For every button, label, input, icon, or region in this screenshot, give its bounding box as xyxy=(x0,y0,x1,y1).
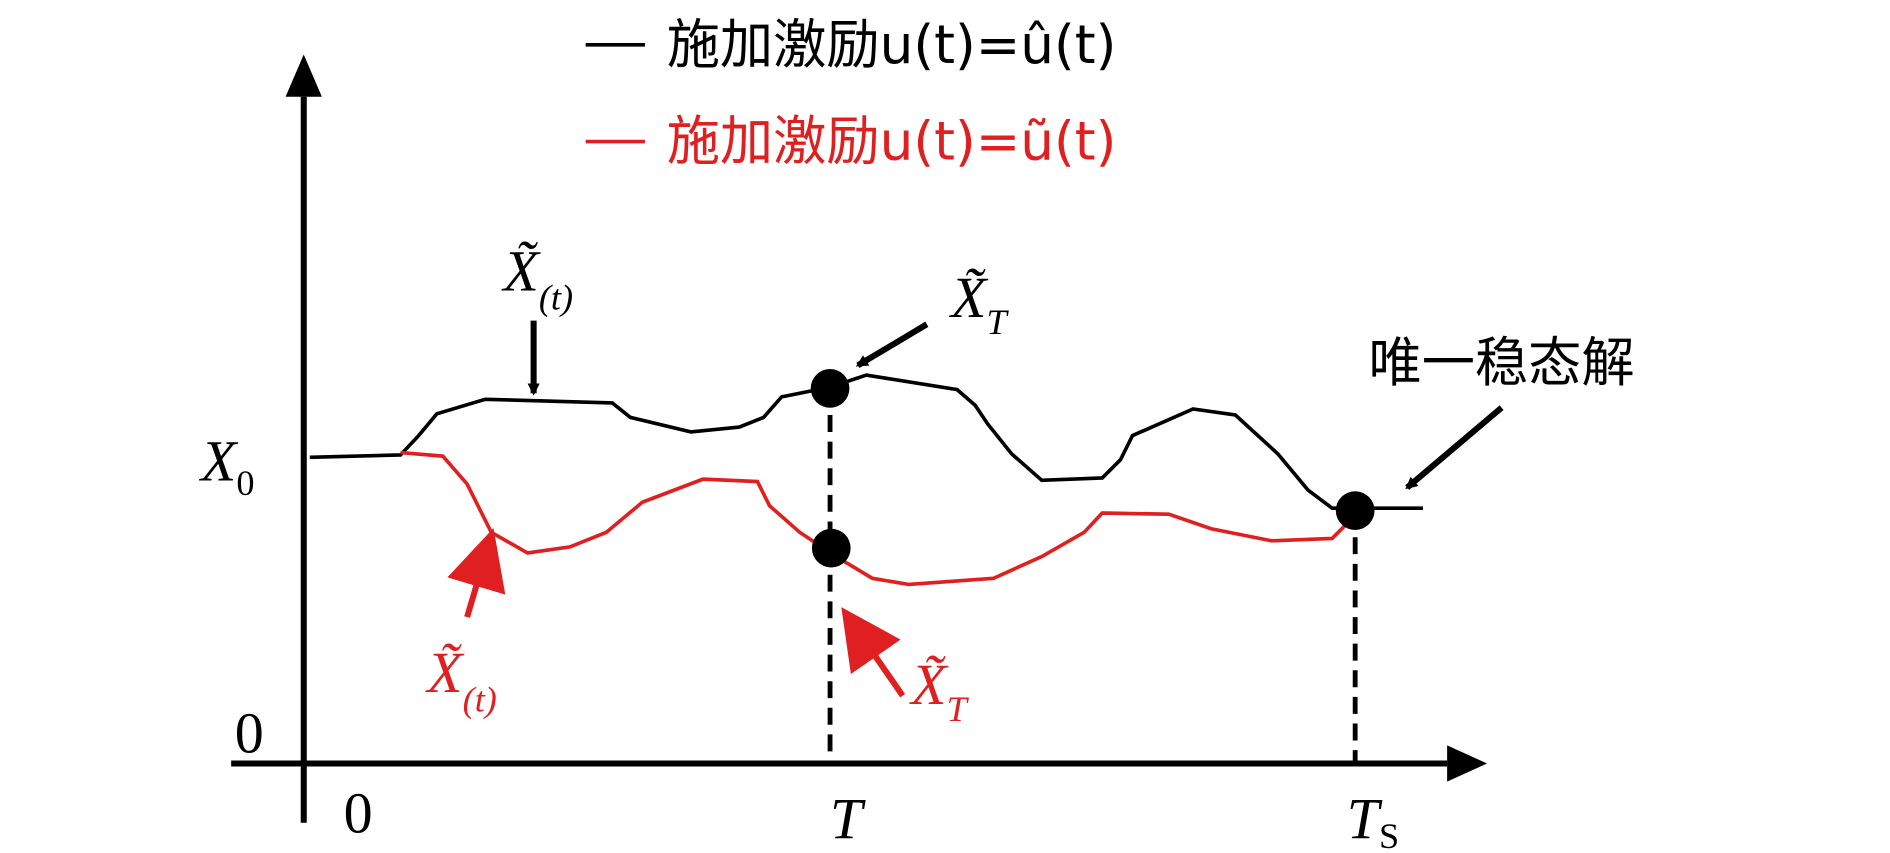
annotation-base: X̃ xyxy=(501,238,541,303)
annotation-sub: T xyxy=(947,689,970,729)
arrow xyxy=(855,321,929,368)
black-curve xyxy=(309,373,1423,510)
annotation: X̃(t) xyxy=(425,640,497,719)
legend-label: 施加激励u(t)=ũ(t) xyxy=(667,111,1117,173)
arrow xyxy=(1405,405,1504,490)
x-origin: 0 xyxy=(344,780,373,845)
x-mark: TS xyxy=(1347,786,1399,853)
x-mark-base: T xyxy=(1347,786,1383,851)
annotation: 唯一稳态解 xyxy=(1368,332,1634,394)
x-mark-sub: S xyxy=(1379,816,1399,853)
annotation-base: X̃ xyxy=(949,265,989,330)
y-label-sub: 0 xyxy=(236,463,254,503)
y-origin: 0 xyxy=(235,701,264,766)
arrow xyxy=(447,528,506,618)
point xyxy=(811,528,851,568)
annotation: X̃T xyxy=(949,265,1009,342)
red-curve xyxy=(400,450,1358,587)
annotation-base: X̃ xyxy=(909,652,949,717)
x-mark: T xyxy=(830,786,866,851)
y-label: X0 xyxy=(199,428,255,503)
legend-label: 施加激励u(t)=û(t) xyxy=(667,14,1117,76)
annotation-base: X̃ xyxy=(425,640,465,705)
point xyxy=(1335,491,1375,530)
annotation-sub: (t) xyxy=(539,278,573,318)
y-label-base: X xyxy=(199,428,239,493)
point xyxy=(810,369,850,408)
annotation-sub: (t) xyxy=(463,679,497,719)
annotation-sub: T xyxy=(987,302,1010,342)
arrow xyxy=(841,607,906,698)
annotation: X̃(t) xyxy=(501,238,573,317)
y-axis-arrow xyxy=(285,54,322,97)
annotation: X̃T xyxy=(909,652,969,729)
x-axis-arrow xyxy=(1447,745,1488,782)
